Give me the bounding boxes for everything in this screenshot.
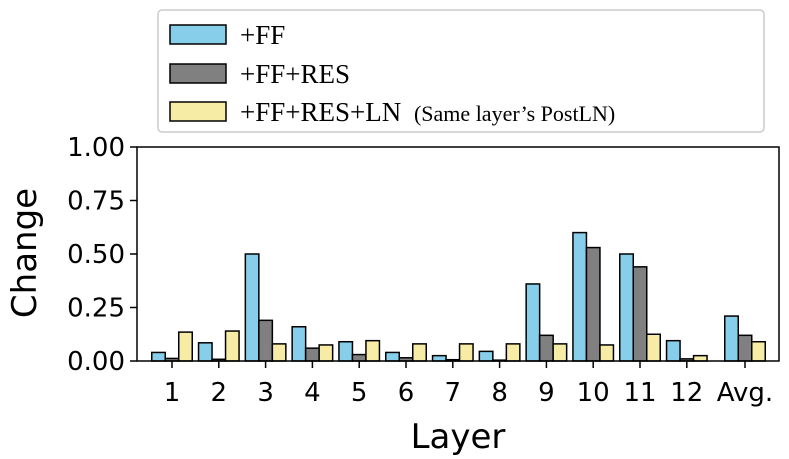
x-tick-label-11: 11 — [623, 378, 656, 408]
x-tick-label-7: 7 — [445, 378, 462, 408]
legend-swatch-ff-res — [169, 63, 227, 84]
bar-series1-8 — [478, 350, 494, 362]
bar-series3-10 — [599, 344, 615, 362]
legend: +FF +FF+RES +FF+RES+LN (Same layer’s Pos… — [157, 9, 765, 133]
bar-series2-3 — [258, 319, 274, 362]
x-tick-label-3: 3 — [257, 378, 274, 408]
x-tick-label-5: 5 — [351, 378, 368, 408]
bar-series1-3 — [244, 253, 260, 362]
y-tick-label: 0.00 — [67, 347, 125, 377]
x-tick-label-8: 8 — [491, 378, 508, 408]
bar-series1-9 — [525, 283, 541, 362]
x-tick-label-13: Avg. — [717, 378, 773, 408]
x-tick-label-12: 12 — [670, 378, 703, 408]
bar-series3-Avg — [751, 340, 766, 362]
bar-series1-4 — [291, 326, 307, 362]
bar-series3-2 — [224, 330, 240, 362]
bar-series1-5 — [338, 340, 354, 362]
bar-series2-Avg — [737, 334, 753, 362]
bar-series2-10 — [585, 246, 601, 362]
legend-frame — [157, 9, 765, 133]
legend-label-ff: +FF — [240, 20, 285, 50]
legend-label-ff-res: +FF+RES — [240, 59, 350, 89]
bar-series3-1 — [178, 331, 193, 362]
bar-series1-6 — [385, 351, 400, 362]
bar-series2-4 — [304, 347, 320, 362]
y-tick-label: 1.00 — [67, 133, 125, 163]
x-tick-label-4: 4 — [304, 378, 321, 408]
bar-series1-Avg — [724, 315, 739, 362]
bar-series2-11 — [632, 266, 648, 362]
bar-series3-9 — [552, 343, 568, 362]
bar-series1-11 — [619, 253, 634, 362]
bar-series3-11 — [646, 333, 661, 362]
bar-series1-1 — [151, 351, 166, 362]
y-tick-label: 0.50 — [67, 240, 125, 270]
axis-ticks: 0.000.250.500.751.001 2 3 4 5 6 7 8 9 10 11 12 Avg. — [67, 133, 773, 408]
bar-series3-5 — [365, 339, 381, 362]
legend-label-ff-res-ln-main: +FF+RES+LN — [240, 97, 401, 127]
bars — [151, 231, 766, 362]
legend-label-ff-res-ln: +FF+RES+LN (Same layer’s PostLN) — [240, 97, 615, 127]
bar-series3-7 — [458, 343, 474, 362]
bar-series1-7 — [431, 354, 447, 362]
x-tick-label-2: 2 — [211, 378, 228, 408]
bar-series3-12 — [692, 354, 708, 362]
y-axis-title: Change — [5, 188, 45, 318]
legend-swatch-ff-res-ln — [169, 101, 227, 122]
bar-series2-5 — [351, 353, 367, 362]
y-tick-label: 0.75 — [67, 187, 125, 217]
bar-series2-9 — [538, 334, 554, 362]
legend-swatch-ff — [169, 24, 227, 45]
plot-frame — [136, 146, 780, 362]
bar-series3-4 — [318, 344, 334, 362]
bar-series1-2 — [197, 342, 213, 362]
legend-label-ff-res-ln-note: (Same layer’s PostLN) — [414, 101, 615, 126]
bar-series3-8 — [505, 343, 521, 362]
x-tick-label-9: 9 — [538, 378, 555, 408]
bar-series1-12 — [665, 339, 681, 362]
bar-series1-10 — [572, 231, 588, 362]
bar-series3-6 — [412, 343, 427, 362]
x-axis-title: Layer — [411, 417, 506, 457]
x-tick-label-10: 10 — [577, 378, 610, 408]
bar-series3-3 — [271, 343, 287, 362]
x-tick-label-1: 1 — [164, 378, 181, 408]
x-tick-label-6: 6 — [398, 378, 415, 408]
y-tick-label: 0.25 — [67, 294, 125, 324]
